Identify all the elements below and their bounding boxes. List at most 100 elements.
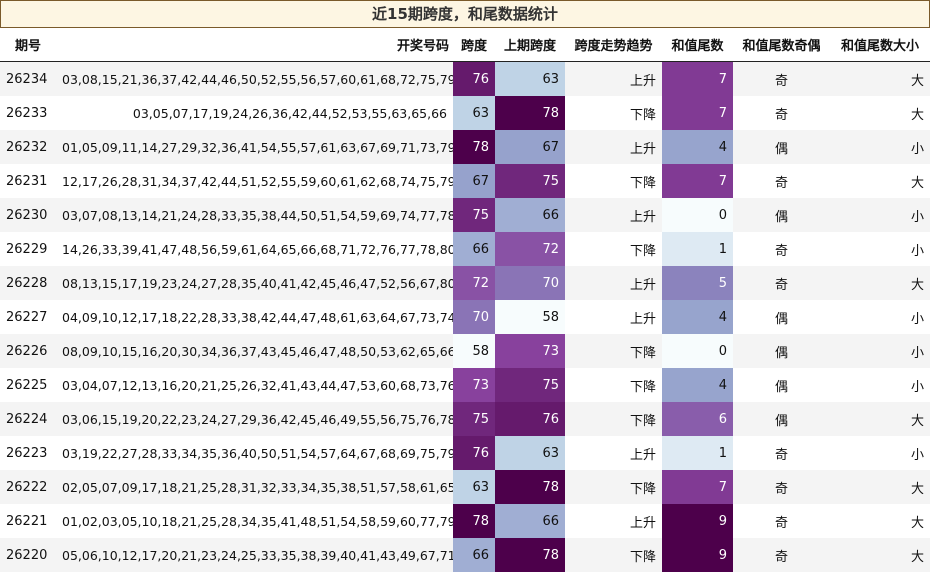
cell-tail: 9 — [662, 538, 733, 572]
cell-numbers: 03,04,07,12,13,16,20,21,25,26,32,41,43,4… — [56, 368, 453, 402]
cell-span: 58 — [453, 334, 495, 368]
header-size: 和值尾数大小 — [830, 28, 930, 62]
cell-prev-span: 75 — [495, 164, 565, 198]
cell-span: 73 — [453, 368, 495, 402]
cell-size: 大 — [830, 266, 930, 300]
cell-span: 66 — [453, 232, 495, 266]
cell-issue: 26230 — [0, 198, 56, 232]
cell-parity: 奇 — [733, 538, 830, 572]
cell-tail: 7 — [662, 164, 733, 198]
cell-tail: 5 — [662, 266, 733, 300]
table-row: 26231 12,17,26,28,31,34,37,42,44,51,52,55… — [0, 164, 930, 198]
cell-numbers: 08,09,10,15,16,20,30,34,36,37,43,45,46,4… — [56, 334, 453, 368]
cell-parity: 奇 — [733, 232, 830, 266]
cell-trend: 下降 — [565, 334, 662, 368]
cell-span: 78 — [453, 130, 495, 164]
cell-prev-span: 58 — [495, 300, 565, 334]
cell-parity: 奇 — [733, 164, 830, 198]
cell-prev-span: 73 — [495, 334, 565, 368]
header-trend: 跨度走势趋势 — [565, 28, 662, 62]
cell-span: 63 — [453, 470, 495, 504]
cell-trend: 下降 — [565, 368, 662, 402]
cell-numbers: 05,06,10,12,17,20,21,23,24,25,33,35,38,3… — [56, 538, 453, 572]
cell-parity: 偶 — [733, 130, 830, 164]
cell-tail: 6 — [662, 402, 733, 436]
cell-tail: 1 — [662, 436, 733, 470]
cell-size: 大 — [830, 470, 930, 504]
stats-table: 期号 开奖号码 跨度 上期跨度 跨度走势趋势 和值尾数 和值尾数奇偶 和值尾数大… — [0, 28, 930, 572]
cell-issue: 26226 — [0, 334, 56, 368]
cell-trend: 上升 — [565, 198, 662, 232]
cell-issue: 26221 — [0, 504, 56, 538]
cell-span: 66 — [453, 538, 495, 572]
cell-issue: 26224 — [0, 402, 56, 436]
cell-numbers: 08,13,15,17,19,23,24,27,28,35,40,41,42,4… — [56, 266, 453, 300]
cell-issue: 26222 — [0, 470, 56, 504]
cell-trend: 上升 — [565, 61, 662, 96]
cell-numbers: 01,05,09,11,14,27,29,32,36,41,54,55,57,6… — [56, 130, 453, 164]
cell-span: 78 — [453, 504, 495, 538]
cell-tail: 7 — [662, 470, 733, 504]
cell-trend: 下降 — [565, 470, 662, 504]
table-row: 26222 02,05,07,09,17,18,21,25,28,31,32,33… — [0, 470, 930, 504]
cell-trend: 上升 — [565, 436, 662, 470]
header-tail: 和值尾数 — [662, 28, 733, 62]
cell-trend: 上升 — [565, 504, 662, 538]
cell-numbers: 04,09,10,12,17,18,22,28,33,38,42,44,47,4… — [56, 300, 453, 334]
cell-issue: 26223 — [0, 436, 56, 470]
cell-span: 75 — [453, 198, 495, 232]
cell-numbers: 01,02,03,05,10,18,21,25,28,34,35,41,48,5… — [56, 504, 453, 538]
cell-numbers: 03,08,15,21,36,37,42,44,46,50,52,55,56,5… — [56, 61, 453, 96]
cell-trend: 上升 — [565, 300, 662, 334]
table-row: 26223 03,19,22,27,28,33,34,35,36,40,50,51… — [0, 436, 930, 470]
cell-size: 大 — [830, 61, 930, 96]
table-row: 26234 03,08,15,21,36,37,42,44,46,50,52,55… — [0, 61, 930, 96]
cell-span: 63 — [453, 96, 495, 130]
cell-tail: 0 — [662, 198, 733, 232]
cell-parity: 偶 — [733, 402, 830, 436]
cell-issue: 26229 — [0, 232, 56, 266]
cell-issue: 26234 — [0, 61, 56, 96]
cell-parity: 偶 — [733, 300, 830, 334]
cell-size: 小 — [830, 198, 930, 232]
cell-span: 67 — [453, 164, 495, 198]
table-row: 26225 03,04,07,12,13,16,20,21,25,26,32,41… — [0, 368, 930, 402]
table-row: 26221 01,02,03,05,10,18,21,25,28,34,35,41… — [0, 504, 930, 538]
cell-numbers: 03,06,15,19,20,22,23,24,27,29,36,42,45,4… — [56, 402, 453, 436]
table-row: 26224 03,06,15,19,20,22,23,24,27,29,36,42… — [0, 402, 930, 436]
cell-issue: 26227 — [0, 300, 56, 334]
cell-span: 70 — [453, 300, 495, 334]
table-row: 26220 05,06,10,12,17,20,21,23,24,25,33,35… — [0, 538, 930, 572]
table-row: 26232 01,05,09,11,14,27,29,32,36,41,54,55… — [0, 130, 930, 164]
cell-numbers: 14,26,33,39,41,47,48,56,59,61,64,65,66,6… — [56, 232, 453, 266]
cell-numbers: 03,19,22,27,28,33,34,35,36,40,50,51,54,5… — [56, 436, 453, 470]
cell-prev-span: 66 — [495, 198, 565, 232]
table-row: 26228 08,13,15,17,19,23,24,27,28,35,40,41… — [0, 266, 930, 300]
cell-span: 76 — [453, 436, 495, 470]
cell-tail: 4 — [662, 300, 733, 334]
cell-parity: 偶 — [733, 198, 830, 232]
cell-parity: 偶 — [733, 334, 830, 368]
cell-size: 小 — [830, 436, 930, 470]
table-row: 26233 03,05,07,17,19,24,26,36,42,44,52,53… — [0, 96, 930, 130]
cell-size: 大 — [830, 402, 930, 436]
cell-size: 小 — [830, 368, 930, 402]
table-title: 近15期跨度，和尾数据统计 — [0, 0, 930, 28]
cell-trend: 下降 — [565, 164, 662, 198]
cell-size: 大 — [830, 538, 930, 572]
cell-tail: 4 — [662, 130, 733, 164]
cell-issue: 26232 — [0, 130, 56, 164]
cell-tail: 0 — [662, 334, 733, 368]
header-row: 期号 开奖号码 跨度 上期跨度 跨度走势趋势 和值尾数 和值尾数奇偶 和值尾数大… — [0, 28, 930, 62]
cell-prev-span: 78 — [495, 470, 565, 504]
cell-issue: 26220 — [0, 538, 56, 572]
cell-trend: 下降 — [565, 96, 662, 130]
cell-prev-span: 78 — [495, 538, 565, 572]
cell-span: 75 — [453, 402, 495, 436]
cell-numbers: 02,05,07,09,17,18,21,25,28,31,32,33,34,3… — [56, 470, 453, 504]
cell-parity: 奇 — [733, 96, 830, 130]
cell-prev-span: 63 — [495, 61, 565, 96]
cell-size: 大 — [830, 164, 930, 198]
cell-numbers: 12,17,26,28,31,34,37,42,44,51,52,55,59,6… — [56, 164, 453, 198]
cell-issue: 26228 — [0, 266, 56, 300]
